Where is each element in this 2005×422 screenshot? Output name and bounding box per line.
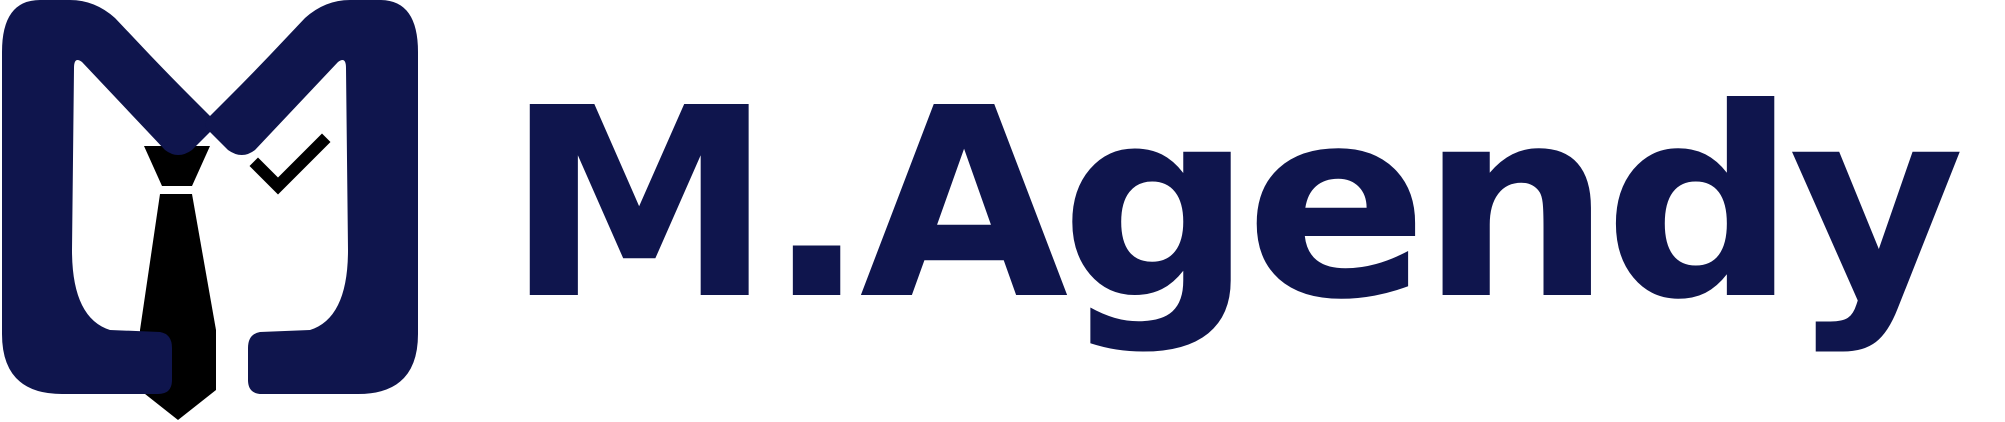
shirt-left-panel — [2, 0, 215, 394]
check-mark-icon — [249, 133, 331, 195]
shirt-right-panel — [205, 0, 418, 394]
brand-wordmark: M.Agendy — [505, 55, 1965, 385]
m-shirt-tie-emblem-icon — [2, 0, 418, 420]
wordmark-text: M.Agendy — [505, 52, 1965, 357]
tie-knot — [144, 146, 210, 186]
